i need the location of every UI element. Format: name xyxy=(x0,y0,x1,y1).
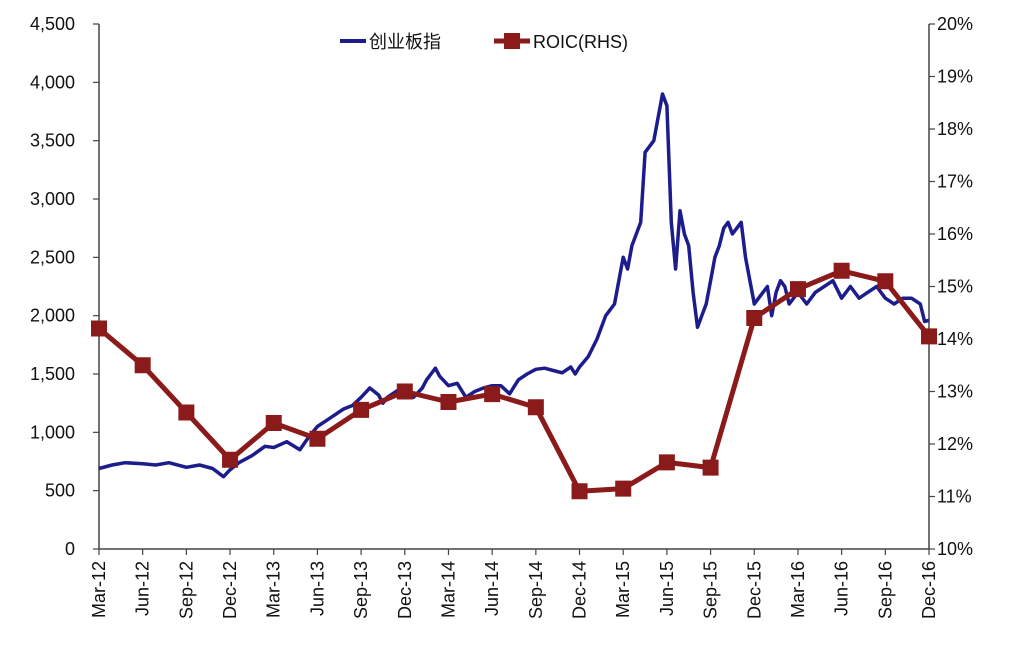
right-y-tick-label: 15% xyxy=(937,277,973,297)
roic-data-point xyxy=(658,454,675,471)
right-y-tick-label: 11% xyxy=(937,487,972,507)
x-tick-label: Sep-15 xyxy=(701,561,721,619)
legend-label-chinext: 创业板指 xyxy=(369,32,441,52)
x-tick-label: Sep-12 xyxy=(176,561,196,619)
x-tick-label: Dec-16 xyxy=(919,561,939,619)
left-y-tick-label: 0 xyxy=(65,539,75,559)
roic-data-point xyxy=(702,459,719,476)
roic-data-point xyxy=(222,451,239,468)
roic-data-point xyxy=(353,401,370,418)
legend: 创业板指 ROIC(RHS) xyxy=(340,32,628,52)
x-tick-label: Dec-15 xyxy=(744,561,764,619)
roic-data-point xyxy=(527,399,544,416)
right-y-tick-label: 14% xyxy=(937,329,973,349)
series-layer xyxy=(91,92,937,500)
x-tick-label: Mar-12 xyxy=(89,561,109,618)
x-tick-label: Sep-13 xyxy=(351,561,371,619)
roic-data-point xyxy=(309,430,326,447)
x-tick-label: Mar-14 xyxy=(438,561,458,618)
roic-data-point xyxy=(484,386,501,403)
right-y-tick-label: 20% xyxy=(937,14,973,34)
roic-data-point xyxy=(833,262,850,279)
x-tick-label: Jun-15 xyxy=(657,561,677,616)
right-y-tick-label: 13% xyxy=(937,382,973,402)
right-y-tick-label: 18% xyxy=(937,119,973,139)
right-y-tick-label: 10% xyxy=(937,539,973,559)
right-y-tick-label: 19% xyxy=(937,67,973,87)
x-tick-label: Sep-14 xyxy=(526,561,546,619)
left-y-tick-label: 2,500 xyxy=(30,247,75,267)
x-tick-label: Mar-13 xyxy=(264,561,284,618)
right-y-tick-label: 16% xyxy=(937,224,973,244)
x-tick-label: Dec-13 xyxy=(395,561,415,619)
left-y-tick-label: 500 xyxy=(45,481,75,501)
x-tick-label: Mar-16 xyxy=(788,561,808,618)
x-tick-label: Dec-14 xyxy=(570,561,590,619)
roic-data-point xyxy=(571,483,588,500)
roic-data-point xyxy=(746,310,763,326)
left-y-tick-label: 1,000 xyxy=(30,422,75,442)
roic-data-point xyxy=(789,281,806,298)
x-tick-label: Jun-14 xyxy=(482,561,502,616)
roic-data-point xyxy=(265,415,282,431)
x-tick-label: Dec-12 xyxy=(220,561,240,619)
left-y-tick-label: 3,000 xyxy=(30,189,75,209)
left-y-tick-label: 4,500 xyxy=(30,14,75,34)
roic-data-point xyxy=(91,320,107,337)
left-y-tick-label: 4,000 xyxy=(30,72,75,92)
roic-data-point xyxy=(921,328,937,345)
left-y-tick-label: 2,000 xyxy=(30,306,75,326)
x-tick-label: Jun-12 xyxy=(133,561,153,616)
left-y-tick-label: 1,500 xyxy=(30,364,75,384)
x-tick-label: Sep-16 xyxy=(875,561,895,619)
x-tick-label: Jun-16 xyxy=(832,561,852,616)
roic-data-point xyxy=(440,394,457,410)
left-y-tick-label: 3,500 xyxy=(30,131,75,151)
roic-data-point xyxy=(615,480,632,497)
roic-data-point xyxy=(396,383,413,400)
legend-swatch-roic-marker xyxy=(504,33,520,49)
legend-label-roic: ROIC(RHS) xyxy=(533,32,628,52)
roic-data-point xyxy=(877,273,894,290)
x-tick-label: Jun-13 xyxy=(307,561,327,616)
x-tick-label: Mar-15 xyxy=(613,561,633,618)
right-y-tick-label: 12% xyxy=(937,434,973,454)
right-y-tick-label: 17% xyxy=(937,172,973,192)
axes-layer: 0 500 1,000 1,500 2,000 2,500 3,000 3,500 4,000 4… xyxy=(30,14,973,619)
roic-data-point xyxy=(134,357,151,374)
roic-data-point xyxy=(178,404,195,421)
